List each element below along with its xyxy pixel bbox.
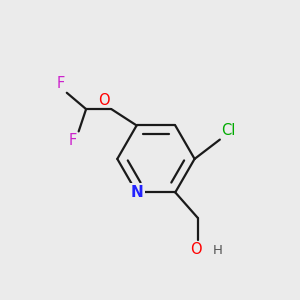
Text: F: F [69, 133, 77, 148]
Text: N: N [130, 185, 143, 200]
Text: Cl: Cl [221, 123, 236, 138]
Text: O: O [98, 93, 110, 108]
Text: O: O [190, 242, 202, 257]
Text: F: F [57, 76, 65, 91]
Text: H: H [213, 244, 223, 256]
